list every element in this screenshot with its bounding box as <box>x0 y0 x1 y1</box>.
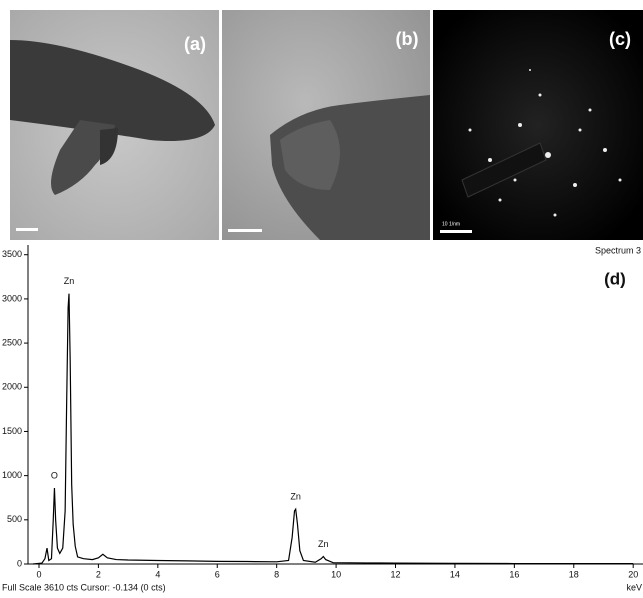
x-tick-label: 18 <box>569 569 579 579</box>
footer: Full Scale 3610 cts Cursor: -0.134 (0 ct… <box>2 582 166 592</box>
tem-image-a: (a) <box>10 10 219 240</box>
peak-label: O <box>51 470 58 480</box>
panel-label: (c) <box>609 29 631 49</box>
y-tick-label: 500 <box>7 514 22 524</box>
x-tick-label: 2 <box>96 569 101 579</box>
panel-label: (b) <box>396 29 419 49</box>
x-tick-label: 14 <box>450 569 460 579</box>
x-tick-label: 20 <box>628 569 638 579</box>
y-tick-label: 0 <box>17 558 22 568</box>
x-tick-label: 10 <box>331 569 341 579</box>
x-tick-label: 0 <box>36 569 41 579</box>
y-tick-label: 2000 <box>2 382 22 392</box>
peak-label: Zn <box>290 492 301 502</box>
chart-title: Spectrum 3 <box>595 245 641 255</box>
x-axis-label: keV <box>626 582 642 592</box>
x-tick-label: 8 <box>274 569 279 579</box>
spectrum-line <box>33 294 633 564</box>
peak-label: Zn <box>318 539 329 549</box>
panel-label: (a) <box>184 34 206 54</box>
panel-label: (d) <box>604 269 626 288</box>
y-tick-label: 1000 <box>2 470 22 480</box>
scale-label: 10 1/nm <box>442 221 460 227</box>
figure: (a) (b) 10 1/nm (c) Spectrum 3 (d) Full … <box>0 0 643 593</box>
spectrum: Spectrum 3 (d) Full Scale 3610 cts Curso… <box>2 245 643 592</box>
x-tick-label: 12 <box>391 569 401 579</box>
x-tick-label: 16 <box>509 569 519 579</box>
x-tick-label: 6 <box>215 569 220 579</box>
diffraction-image-c: 10 1/nm (c) <box>433 10 643 240</box>
peak-label: Zn <box>64 276 75 286</box>
y-tick-label: 1500 <box>2 426 22 436</box>
x-tick-label: 4 <box>155 569 160 579</box>
y-tick-label: 2500 <box>2 337 22 347</box>
y-tick-label: 3000 <box>2 293 22 303</box>
y-tick-label: 3500 <box>2 249 22 259</box>
tem-image-b: (b) <box>222 10 430 240</box>
